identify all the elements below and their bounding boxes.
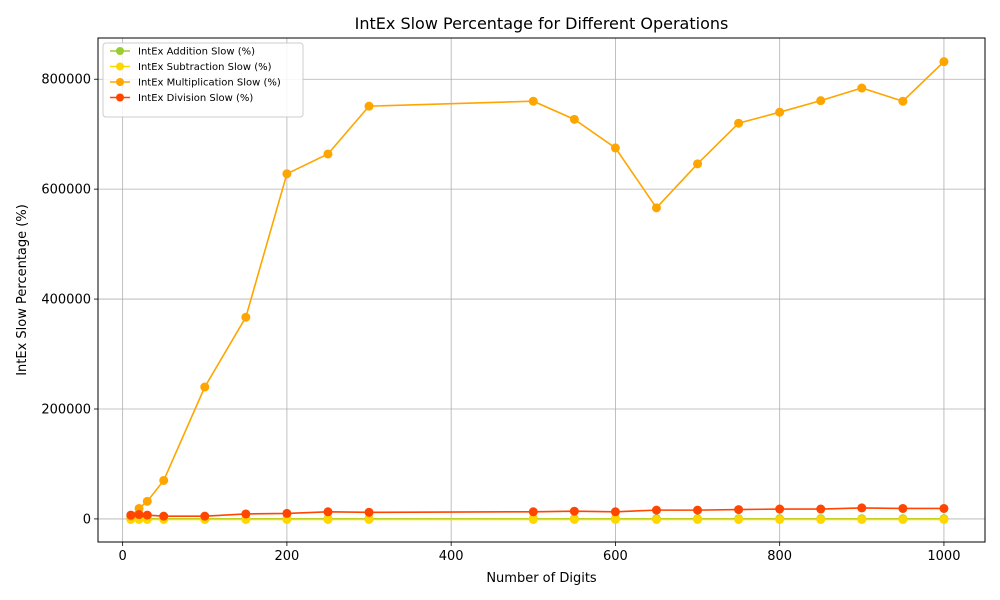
- data-point: [241, 509, 251, 519]
- legend-marker: [116, 93, 124, 102]
- data-point: [651, 203, 661, 213]
- y-axis-ticks: 0 200000 400000 600000 800000: [41, 73, 98, 527]
- data-point: [734, 514, 744, 524]
- data-point: [142, 510, 152, 520]
- legend-item: IntEx Division Slow (%): [110, 93, 253, 104]
- data-point: [939, 57, 949, 67]
- y-tick-label: 0: [83, 512, 91, 527]
- series-line: [130, 61, 945, 517]
- data-point: [775, 514, 785, 524]
- legend: IntEx Addition Slow (%) IntEx Subtraction…: [102, 42, 304, 118]
- data-point: [610, 143, 620, 153]
- data-point: [142, 496, 152, 506]
- data-point: [939, 514, 949, 524]
- data-point: [282, 508, 292, 518]
- data-point: [569, 114, 579, 124]
- data-point: [898, 96, 908, 106]
- x-tick-label: 0: [118, 549, 126, 564]
- data-point: [734, 118, 744, 128]
- legend-label: IntEx Division Slow (%): [138, 93, 253, 104]
- data-point: [126, 510, 136, 520]
- legend-marker: [116, 47, 124, 55]
- data-point: [939, 503, 949, 513]
- y-tick-label: 600000: [41, 183, 91, 198]
- data-point: [364, 507, 374, 517]
- data-point: [323, 507, 333, 517]
- data-point: [898, 503, 908, 513]
- y-tick-label: 200000: [41, 402, 91, 417]
- y-tick-label: 400000: [41, 293, 91, 308]
- x-tick-label: 600: [603, 549, 628, 564]
- y-axis-title: IntEx Slow Percentage (%): [15, 204, 30, 376]
- data-point: [528, 96, 538, 106]
- data-point: [734, 505, 744, 515]
- data-point: [323, 149, 333, 159]
- data-point: [200, 511, 210, 521]
- data-point: [775, 107, 785, 117]
- series-line: [130, 507, 944, 517]
- x-axis-title: Number of Digits: [486, 571, 597, 586]
- data-point: [241, 312, 251, 322]
- data-point: [857, 83, 867, 93]
- data-point: [364, 514, 374, 524]
- data-point: [569, 514, 579, 524]
- data-point: [857, 514, 867, 524]
- legend-marker: [116, 62, 124, 71]
- y-tick-label: 800000: [41, 73, 91, 88]
- plot-frame: [97, 37, 986, 543]
- data-point: [816, 96, 826, 106]
- data-point: [693, 514, 703, 524]
- data-point: [610, 514, 620, 524]
- x-tick-label: 400: [439, 549, 464, 564]
- legend-label: IntEx Subtraction Slow (%): [138, 62, 272, 73]
- legend-label: IntEx Multiplication Slow (%): [138, 78, 281, 89]
- data-point: [610, 507, 620, 517]
- data-point: [693, 505, 703, 515]
- data-point: [651, 514, 661, 524]
- data-point: [898, 514, 908, 524]
- chart-title: IntEx Slow Percentage for Different Oper…: [355, 14, 729, 33]
- legend-item: IntEx Subtraction Slow (%): [110, 62, 272, 73]
- x-tick-label: 1000: [927, 549, 960, 564]
- legend-marker: [116, 78, 124, 86]
- series-4: [126, 503, 949, 521]
- legend-label: IntEx Addition Slow (%): [138, 47, 255, 58]
- data-point: [528, 514, 538, 524]
- data-point: [364, 101, 374, 111]
- x-tick-label: 800: [767, 549, 792, 564]
- data-point: [569, 506, 579, 516]
- data-point: [200, 382, 210, 392]
- data-point: [816, 514, 826, 524]
- data-point: [528, 507, 538, 517]
- series-group: [126, 57, 949, 524]
- data-point: [282, 169, 292, 179]
- data-point: [651, 505, 661, 515]
- data-point: [159, 511, 169, 521]
- x-axis-ticks: 0 200 400 600 800 1000: [118, 542, 960, 564]
- legend-box: [102, 42, 304, 118]
- data-point: [857, 503, 867, 513]
- data-point: [134, 510, 144, 520]
- legend-item: IntEx Addition Slow (%): [110, 47, 255, 58]
- data-point: [693, 159, 703, 169]
- data-point: [323, 514, 333, 524]
- data-point: [816, 504, 826, 514]
- data-point: [775, 504, 785, 514]
- data-point: [159, 475, 169, 485]
- legend-item: IntEx Multiplication Slow (%): [110, 78, 281, 89]
- x-tick-label: 200: [274, 549, 299, 564]
